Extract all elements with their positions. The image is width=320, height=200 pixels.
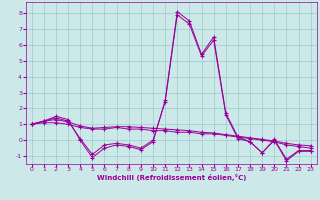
X-axis label: Windchill (Refroidissement éolien,°C): Windchill (Refroidissement éolien,°C) bbox=[97, 174, 246, 181]
